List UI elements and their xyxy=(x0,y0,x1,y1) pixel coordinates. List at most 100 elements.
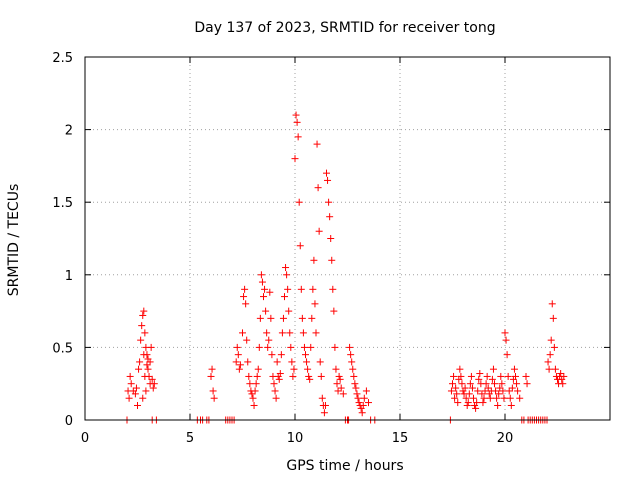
axis-ticks xyxy=(84,56,610,421)
data-point xyxy=(499,387,507,395)
data-point xyxy=(271,387,279,395)
data-point xyxy=(207,372,215,380)
data-point xyxy=(307,343,315,351)
data-point xyxy=(239,329,246,337)
data-point xyxy=(514,387,522,395)
data-point xyxy=(507,401,515,409)
data-point xyxy=(334,387,342,395)
data-point xyxy=(258,278,266,286)
data-point xyxy=(260,293,267,301)
data-point xyxy=(544,358,552,366)
data-point xyxy=(492,387,500,395)
data-point xyxy=(278,329,286,337)
data-point xyxy=(242,300,250,308)
data-point xyxy=(339,390,347,398)
data-point xyxy=(273,358,281,366)
data-point xyxy=(252,380,260,388)
data-point xyxy=(304,365,312,373)
data-point xyxy=(265,336,273,344)
data-point xyxy=(141,372,149,380)
x-axis-label: GPS time / hours xyxy=(286,458,403,474)
data-point xyxy=(293,118,301,126)
data-point xyxy=(497,372,505,380)
data-point xyxy=(250,401,258,409)
data-point xyxy=(352,384,360,392)
data-point xyxy=(486,394,494,402)
y-tick-label: 0 xyxy=(65,414,73,429)
data-point xyxy=(244,358,252,366)
data-point xyxy=(506,394,514,402)
data-point xyxy=(318,394,326,402)
data-point xyxy=(233,343,241,351)
data-point xyxy=(470,394,477,402)
y-tick-label: 1 xyxy=(65,269,73,284)
data-point xyxy=(327,235,335,242)
data-point xyxy=(480,394,488,402)
data-point xyxy=(285,307,293,315)
data-point xyxy=(131,390,139,398)
data-point xyxy=(249,394,257,402)
data-point xyxy=(512,372,519,380)
data-point xyxy=(348,358,356,366)
data-point xyxy=(281,293,288,301)
data-point xyxy=(262,307,270,315)
data-point xyxy=(503,351,511,359)
data-point xyxy=(245,372,253,380)
data-point xyxy=(523,380,531,388)
x-tick-labels: 0 5 10 15 20 xyxy=(81,431,513,446)
data-point xyxy=(358,409,366,417)
data-point xyxy=(279,314,287,322)
data-point xyxy=(458,380,466,388)
y-tick-label: 2.5 xyxy=(52,51,73,66)
data-point xyxy=(456,365,464,373)
data-point xyxy=(309,285,317,293)
data-point xyxy=(261,285,269,293)
data-point xyxy=(493,394,501,402)
data-point xyxy=(332,365,340,373)
data-point xyxy=(210,394,218,402)
data-point xyxy=(208,365,216,373)
y-tick-label: 1.5 xyxy=(52,196,73,211)
data-point xyxy=(266,288,274,296)
x-tick-label: 15 xyxy=(392,431,409,446)
data-point xyxy=(146,380,154,388)
data-point xyxy=(251,387,259,395)
data-point xyxy=(254,365,262,373)
data-point xyxy=(508,384,516,392)
data-point xyxy=(315,227,323,235)
data-point xyxy=(314,184,322,192)
data-point xyxy=(132,384,140,392)
data-point xyxy=(140,307,148,315)
data-point xyxy=(453,390,461,398)
data-point xyxy=(359,401,367,409)
data-point xyxy=(209,387,217,395)
y-tick-labels: 0 0.5 1 1.5 2 2.5 xyxy=(52,51,73,429)
y-tick-label: 2 xyxy=(65,124,73,139)
data-point xyxy=(504,372,512,380)
data-point xyxy=(282,264,290,272)
data-point xyxy=(513,380,521,388)
data-point xyxy=(325,198,333,206)
data-point xyxy=(545,365,553,373)
data-point xyxy=(454,399,462,407)
data-point xyxy=(243,336,251,344)
data-point xyxy=(147,343,155,351)
data-point xyxy=(462,394,470,402)
data-point xyxy=(127,380,135,388)
data-point xyxy=(550,343,558,351)
y-tick-label: 0.5 xyxy=(52,341,73,356)
data-point xyxy=(297,285,305,293)
data-point xyxy=(248,390,256,398)
data-point xyxy=(481,387,489,395)
data-point xyxy=(263,329,271,337)
data-point xyxy=(449,380,456,388)
data-point xyxy=(287,343,295,351)
grid-lines xyxy=(85,57,610,420)
data-point xyxy=(291,155,299,163)
data-point xyxy=(313,140,321,148)
data-point xyxy=(320,409,328,417)
data-point xyxy=(275,375,283,383)
data-point xyxy=(551,365,559,373)
data-point xyxy=(232,358,240,366)
